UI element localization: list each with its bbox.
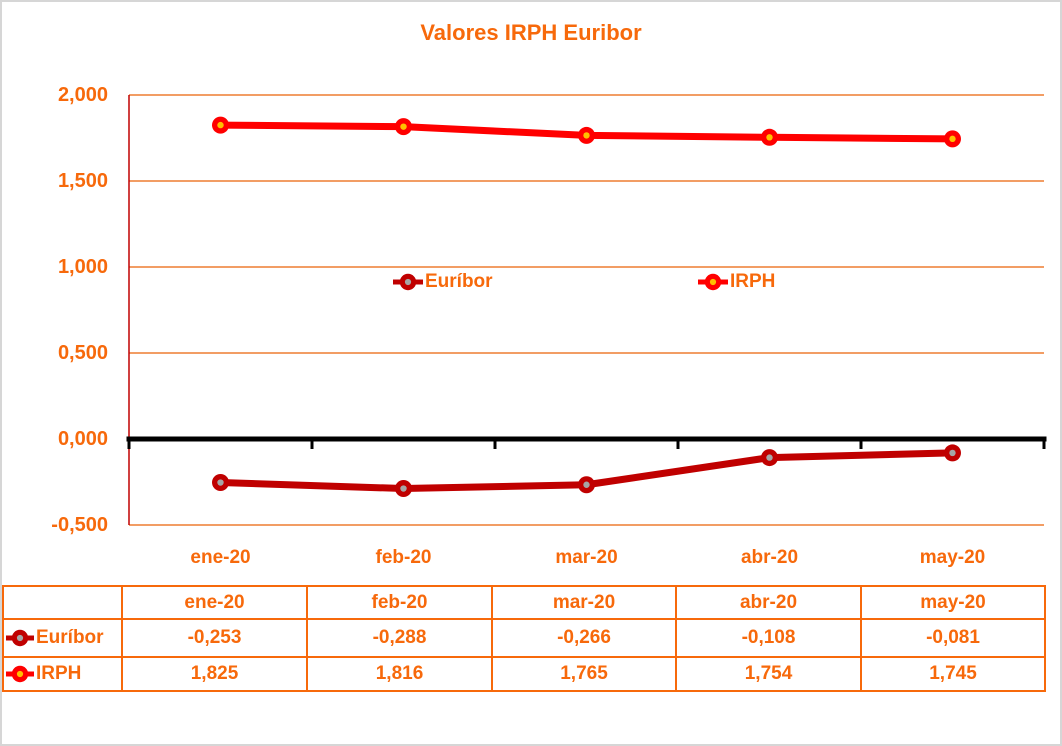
y-tick-label: 1,000 (57, 256, 108, 278)
data-point-dot-euribor (949, 449, 956, 457)
x-axis-tick (676, 441, 680, 449)
table-cell: 1,754 (675, 656, 862, 692)
y-gridline (129, 94, 1044, 96)
legend-key-irph-icon (6, 665, 34, 683)
table-corner-cell (2, 585, 123, 620)
data-point-dot-euribor (766, 454, 773, 461)
table-row-label-euribor: Euríbor (2, 618, 123, 658)
table-header-cell: feb-20 (306, 585, 493, 620)
legend-key-euribor-icon (6, 629, 34, 647)
x-axis-tick (127, 441, 131, 449)
y-tick-label: 2,000 (57, 84, 108, 106)
x-category-label: feb-20 (375, 547, 432, 568)
legend-item-irph: IRPH (697, 271, 775, 293)
data-point-dot-euribor (400, 485, 407, 492)
legend-label-irph: IRPH (730, 271, 776, 292)
table-cell: -0,081 (860, 618, 1046, 658)
x-axis-tick (310, 441, 314, 449)
table-row-label-text: IRPH (36, 663, 82, 684)
y-gridline (129, 266, 1044, 268)
table-cell: 1,765 (491, 656, 677, 692)
data-point-dot-irph (583, 132, 590, 139)
x-axis-tick (859, 441, 863, 449)
y-tick-label: 1,500 (57, 170, 108, 192)
legend-label-euribor: Euríbor (425, 271, 493, 292)
y-gridline (129, 524, 1044, 526)
x-category-label: may-20 (919, 547, 986, 568)
x-category-label: mar-20 (555, 547, 618, 568)
data-point-dot-euribor (583, 481, 590, 488)
table-row-label-irph: IRPH (2, 656, 123, 692)
legend-key-irph-icon (698, 273, 728, 291)
table-cell: -0,253 (121, 618, 308, 658)
data-point-dot-irph (217, 121, 224, 129)
table-cell: -0,266 (491, 618, 677, 658)
legend-key-euribor-icon (393, 273, 423, 291)
data-point-dot-irph (949, 135, 956, 143)
y-gridline (129, 180, 1044, 182)
y-gridline (129, 352, 1044, 354)
table-header-cell: abr-20 (675, 585, 862, 620)
y-axis-line (128, 95, 130, 525)
table-header-cell: mar-20 (491, 585, 677, 620)
legend-item-euribor: Euríbor (392, 271, 493, 293)
y-tick-label: -0,500 (51, 514, 108, 536)
data-point-dot-irph (766, 134, 773, 141)
table-header-cell: may-20 (860, 585, 1046, 620)
table-cell: -0,288 (306, 618, 493, 658)
x-axis-tick (493, 441, 497, 449)
table-row-label-text: Euríbor (36, 627, 104, 648)
x-category-label: abr-20 (740, 547, 799, 568)
table-cell: 1,816 (306, 656, 493, 692)
data-point-dot-irph (400, 123, 407, 130)
table-cell: 1,825 (121, 656, 308, 692)
x-axis-line (126, 436, 1047, 442)
table-cell: 1,745 (860, 656, 1046, 692)
y-tick-label: 0,000 (57, 428, 108, 450)
x-axis-tick (1042, 441, 1046, 449)
table-cell: -0,108 (675, 618, 862, 658)
table-header-cell: ene-20 (121, 585, 308, 620)
x-category-label: ene-20 (190, 547, 251, 568)
y-tick-label: 0,500 (57, 342, 108, 364)
chart-title: Valores IRPH Euribor (420, 20, 642, 45)
data-point-dot-euribor (217, 479, 224, 486)
data-table: ene-20 feb-20 mar-20 abr-20 may-20 Euríbor -0,… (2, 585, 1046, 692)
